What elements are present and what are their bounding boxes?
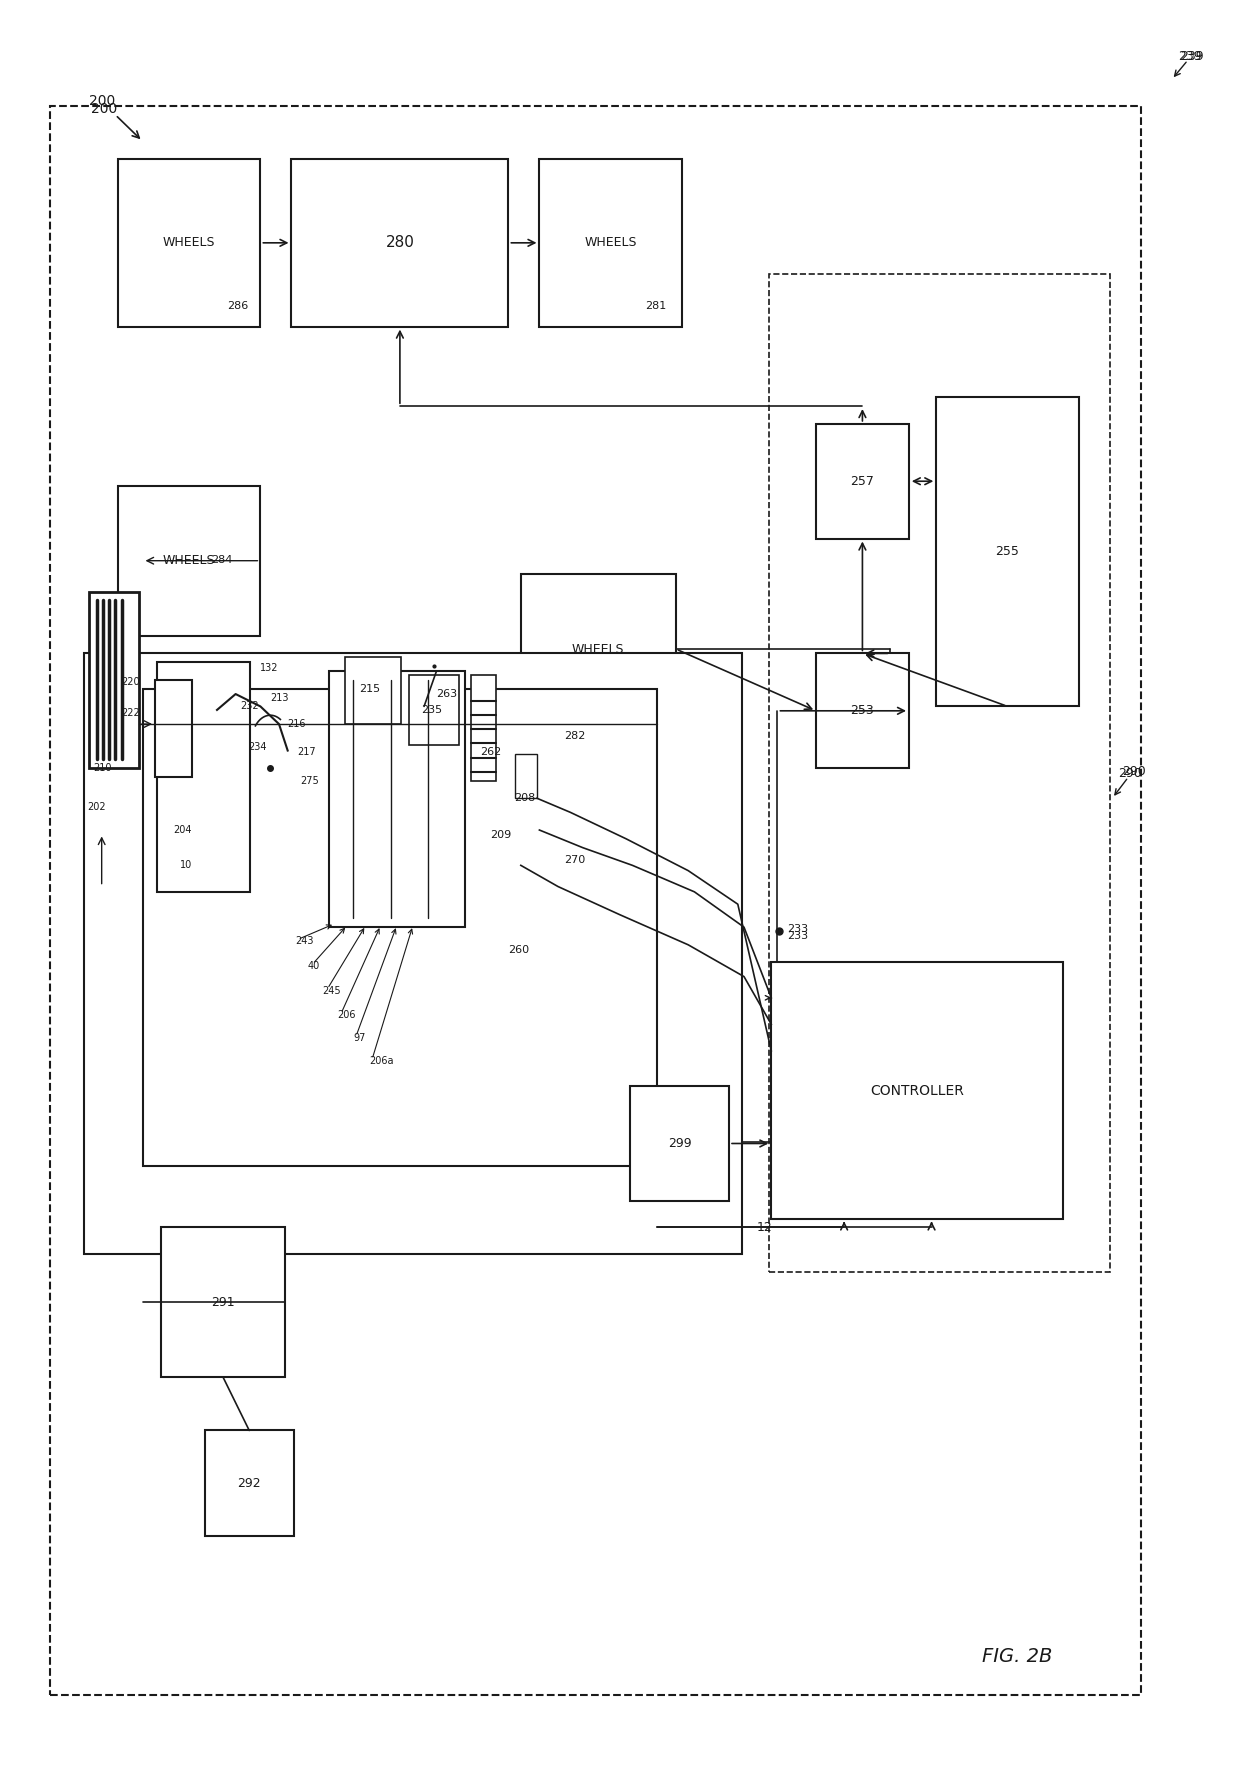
Text: 206: 206 [337, 1010, 356, 1021]
Text: 222: 222 [122, 708, 140, 719]
Text: 290: 290 [1118, 766, 1142, 781]
FancyBboxPatch shape [816, 424, 909, 539]
Text: 292: 292 [237, 1476, 262, 1491]
FancyBboxPatch shape [205, 1430, 294, 1536]
Text: CONTROLLER: CONTROLLER [870, 1084, 963, 1097]
Text: 262: 262 [480, 747, 501, 758]
Text: 239: 239 [1178, 49, 1202, 64]
FancyBboxPatch shape [84, 653, 742, 1254]
Text: 97: 97 [353, 1033, 366, 1044]
Text: 132: 132 [260, 662, 279, 673]
Text: 233: 233 [787, 924, 808, 934]
FancyBboxPatch shape [471, 675, 496, 781]
Text: 40: 40 [308, 961, 320, 971]
Text: 209: 209 [490, 830, 511, 841]
Text: 255: 255 [996, 546, 1019, 558]
Text: 217: 217 [298, 747, 316, 758]
FancyBboxPatch shape [89, 592, 139, 768]
Text: 299: 299 [667, 1137, 692, 1150]
Text: 282: 282 [564, 731, 585, 742]
FancyBboxPatch shape [409, 675, 459, 745]
Text: 281: 281 [645, 300, 666, 311]
Text: 208: 208 [515, 793, 536, 804]
FancyBboxPatch shape [515, 754, 537, 798]
Text: 245: 245 [322, 985, 341, 996]
Text: 206a: 206a [370, 1056, 394, 1067]
Text: 263: 263 [436, 689, 458, 699]
Text: 280: 280 [386, 235, 414, 251]
Text: 290: 290 [1122, 765, 1146, 779]
Text: 257: 257 [851, 475, 874, 487]
Text: 233: 233 [787, 931, 808, 941]
Text: 270: 270 [564, 855, 585, 865]
Text: 202: 202 [87, 802, 105, 812]
Text: 243: 243 [295, 936, 314, 947]
Text: 291: 291 [211, 1296, 236, 1309]
Text: 286: 286 [227, 300, 248, 311]
FancyBboxPatch shape [118, 486, 260, 636]
Text: 220: 220 [122, 676, 140, 687]
FancyBboxPatch shape [329, 671, 465, 927]
FancyBboxPatch shape [816, 653, 909, 768]
Text: 12: 12 [756, 1220, 773, 1234]
Text: 234: 234 [248, 742, 267, 752]
Text: 275: 275 [300, 775, 319, 786]
Text: 213: 213 [270, 692, 289, 703]
FancyBboxPatch shape [345, 657, 401, 724]
Text: 210: 210 [93, 763, 112, 774]
Text: 260: 260 [508, 945, 529, 955]
Text: 239: 239 [1180, 49, 1204, 64]
Text: WHEELS: WHEELS [584, 237, 637, 249]
Text: FIG. 2B: FIG. 2B [982, 1648, 1052, 1665]
FancyBboxPatch shape [118, 159, 260, 327]
Text: WHEELS: WHEELS [162, 555, 216, 567]
FancyBboxPatch shape [161, 1227, 285, 1377]
Text: WHEELS: WHEELS [572, 643, 625, 655]
Text: 204: 204 [174, 825, 192, 835]
FancyBboxPatch shape [155, 680, 192, 777]
Text: 284: 284 [211, 555, 232, 565]
Text: 10: 10 [180, 860, 192, 871]
FancyBboxPatch shape [936, 397, 1079, 706]
FancyBboxPatch shape [630, 1086, 729, 1201]
Text: 235: 235 [422, 705, 443, 715]
Text: 253: 253 [851, 705, 874, 717]
FancyBboxPatch shape [143, 689, 657, 1166]
Text: 216: 216 [288, 719, 306, 729]
FancyBboxPatch shape [521, 574, 676, 724]
FancyBboxPatch shape [157, 662, 250, 892]
FancyBboxPatch shape [291, 159, 508, 327]
FancyBboxPatch shape [771, 962, 1063, 1219]
FancyBboxPatch shape [539, 159, 682, 327]
Text: 232: 232 [241, 701, 259, 712]
Text: 200: 200 [91, 102, 117, 117]
Text: 200: 200 [89, 94, 115, 108]
Text: WHEELS: WHEELS [162, 237, 216, 249]
Text: 215: 215 [360, 683, 381, 694]
